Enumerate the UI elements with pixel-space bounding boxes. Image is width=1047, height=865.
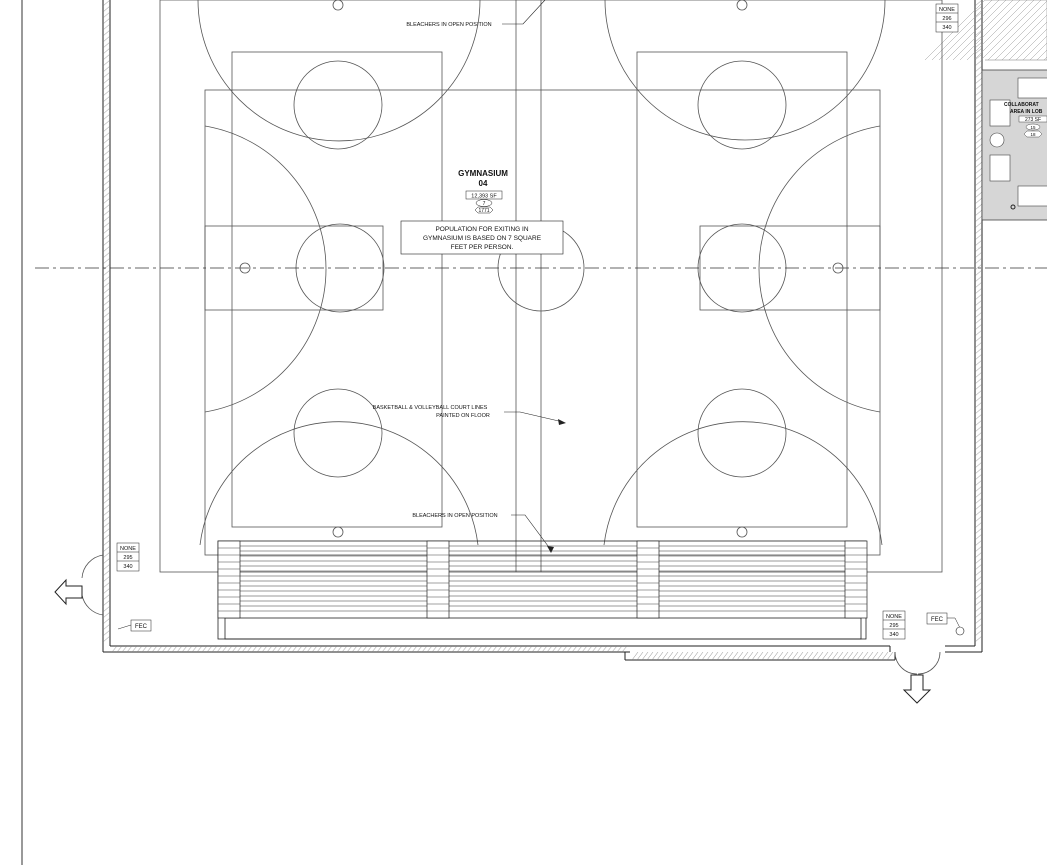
occupant-tag <box>474 206 494 214</box>
arc-top-right <box>604 0 886 141</box>
volleyball-court-left <box>231 51 443 528</box>
room-number: 04 <box>479 179 488 188</box>
svg-text:NONE: NONE <box>939 7 955 13</box>
three-point-arc-left <box>204 125 327 413</box>
collab-occupants: 18 <box>1030 132 1036 137</box>
hatched-room <box>985 0 1047 61</box>
population-note-line-2: GYMNASIUM IS BASED ON 7 SQUARE <box>423 235 542 242</box>
fec-box-left <box>130 619 152 632</box>
collab-factor-tag <box>1025 123 1041 131</box>
room-occupants: 1771 <box>478 208 489 214</box>
court-lines-note-line-2: PAINTED ON FLOOR <box>436 413 490 419</box>
hoop-bottom-left <box>332 526 344 538</box>
population-note-line-3: FEET PER PERSON. <box>451 244 514 251</box>
leader-arrowhead-bleachers <box>547 546 554 553</box>
hoop-right <box>832 262 844 274</box>
area-tag-box <box>465 190 503 200</box>
collab-area: 273 SF <box>1025 117 1041 123</box>
room-factor: 7 <box>483 201 486 207</box>
svg-text:NONE: NONE <box>886 614 902 620</box>
volleyball-court-right <box>636 51 848 528</box>
leader-arrowhead-court <box>558 419 566 425</box>
svg-text:340: 340 <box>942 25 951 31</box>
hoop-left <box>239 262 251 274</box>
exit-arrow-left <box>54 578 83 606</box>
collab-occupant-tag <box>1023 130 1043 138</box>
load-factor-tag <box>475 199 493 207</box>
door-bottom <box>894 651 941 675</box>
fire-extinguisher-icon <box>955 626 965 636</box>
hoop-top-left <box>332 0 344 11</box>
svg-text:295: 295 <box>123 555 132 561</box>
three-point-arc-right <box>758 125 881 413</box>
fec-leader-left <box>117 624 132 630</box>
circle-bottom-left <box>293 388 383 478</box>
bleachers-note-top: BLEACHERS IN OPEN POSITION <box>406 22 491 28</box>
door-tag-left: NONE 295 340 <box>116 542 140 572</box>
circle-top-right <box>697 60 787 150</box>
fec-right: FEC <box>931 617 944 623</box>
room-name: GYMNASIUM <box>458 169 508 178</box>
collab-name-line-2: AREA IN LOB <box>1010 109 1043 115</box>
svg-text:296: 296 <box>942 16 951 22</box>
bleachers <box>217 540 868 640</box>
collab-area-box <box>1018 115 1047 123</box>
circle-top-left <box>293 60 383 150</box>
collaboration-area <box>981 69 1047 221</box>
hoop-bottom-right <box>736 526 748 538</box>
population-note-box <box>400 220 564 255</box>
door-tag-top-right: NONE 296 340 <box>935 3 959 33</box>
arc-bottom-right <box>603 421 883 546</box>
leaders <box>502 0 564 551</box>
population-note-line-1: POPULATION FOR EXITING IN <box>435 226 528 233</box>
door-tag-bottom: NONE 295 340 <box>882 610 906 640</box>
svg-text:NONE: NONE <box>120 546 136 552</box>
court-lines-note-line-1: BASKETBALL & VOLLEYBALL COURT LINES <box>373 405 488 411</box>
bleachers-note-bottom: BLEACHERS IN OPEN POSITION <box>412 513 497 519</box>
room-area: 12,393 SF <box>471 194 497 200</box>
hoop-top-right <box>736 0 748 11</box>
svg-text:340: 340 <box>123 564 132 570</box>
basketball-court <box>204 89 881 556</box>
arc-bottom-left <box>199 421 479 546</box>
fec-box-right <box>926 612 948 625</box>
exterior-walls <box>102 0 983 661</box>
svg-text:340: 340 <box>889 632 898 638</box>
court-boundary <box>159 0 943 573</box>
collab-factor: 15 <box>1030 125 1036 130</box>
svg-text:295: 295 <box>889 623 898 629</box>
circle-bottom-right <box>697 388 787 478</box>
collab-name-line-1: COLLABORAT <box>1004 102 1039 108</box>
exit-arrow-bottom <box>902 674 932 704</box>
fec-leader-right <box>947 617 961 629</box>
fec-left: FEC <box>135 624 148 630</box>
arc-top-left <box>197 0 481 142</box>
door-left <box>81 554 104 616</box>
